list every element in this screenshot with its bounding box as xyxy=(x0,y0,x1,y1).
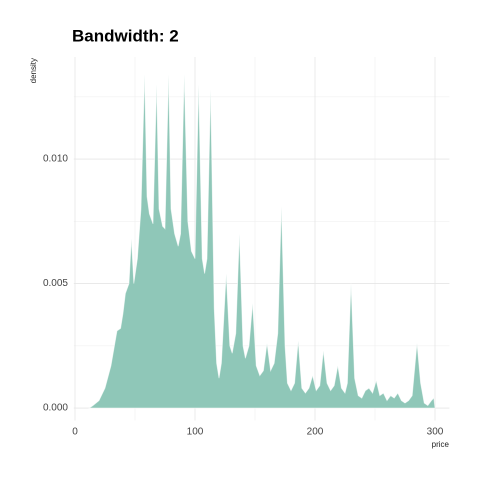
x-axis-title: price xyxy=(432,440,450,449)
x-tick-label: 200 xyxy=(307,427,324,438)
x-tick-label: 300 xyxy=(427,427,444,438)
x-tick-label: 100 xyxy=(187,427,204,438)
y-tick-label: 0.010 xyxy=(43,154,68,165)
density-area xyxy=(88,74,436,409)
y-tick-label: 0.000 xyxy=(43,403,68,414)
y-tick-label: 0.005 xyxy=(43,278,68,289)
x-tick-label: 0 xyxy=(72,427,78,438)
chart-title: Bandwidth: 2 xyxy=(72,26,179,45)
y-axis-title: density xyxy=(29,58,38,83)
